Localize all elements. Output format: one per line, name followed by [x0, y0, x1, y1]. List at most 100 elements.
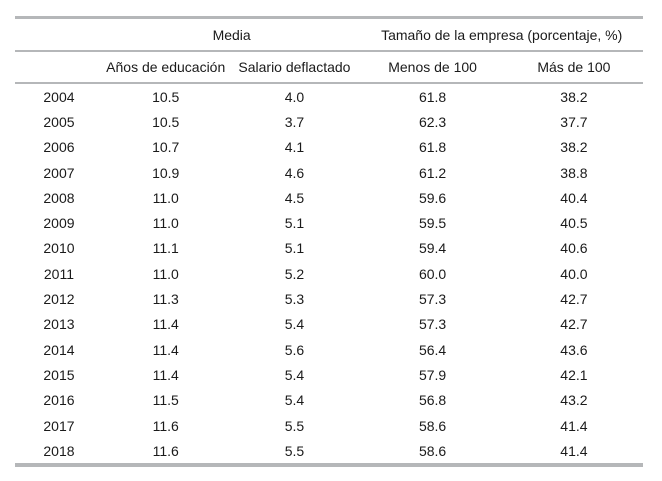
group-header-row: Media Tamaño de la empresa (porcentaje, …	[15, 17, 643, 52]
table-body: 2004 10.5 4.0 61.8 38.2 2005 10.5 3.7 62.3 37.7 20…	[15, 83, 643, 465]
cell-menos-de-100: 61.8	[418, 139, 447, 156]
cell-mas-de-100: 42.1	[560, 366, 588, 383]
row-year-label: 2015	[43, 366, 75, 383]
cell-mas-de-100: 37.7	[560, 113, 588, 130]
cell-menos-de-100: 61.8	[418, 88, 447, 105]
cell-menos-de-100: 56.8	[418, 392, 447, 409]
cell-salario-deflactado: 5.4	[284, 392, 305, 409]
cell-menos-de-100: 59.4	[418, 240, 447, 257]
cell-anos-educacion: 11.4	[152, 341, 179, 358]
row-year-label: 2013	[43, 316, 75, 333]
corner-cell	[15, 51, 103, 84]
cell-menos-de-100: 62.3	[418, 113, 447, 130]
row-year-label: 2006	[43, 139, 75, 156]
data-table-container: Media Tamaño de la empresa (porcentaje, …	[15, 16, 643, 468]
cell-mas-de-100: 38.2	[560, 139, 588, 156]
column-header-salario-deflactado: Salario deflactado	[228, 51, 361, 84]
cell-mas-de-100: 42.7	[560, 316, 588, 333]
cell-mas-de-100: 40.5	[560, 215, 588, 232]
table-row: 2015 11.4 5.4 57.9 42.1	[15, 362, 643, 387]
row-year-label: 2016	[43, 392, 75, 409]
cell-anos-educacion: 10.5	[152, 88, 180, 105]
table-row: 2007 10.9 4.6 61.2 38.8	[15, 160, 643, 185]
cell-salario-deflactado: 4.0	[284, 88, 305, 105]
cell-menos-de-100: 60.0	[418, 265, 447, 282]
cell-anos-educacion: 11.0	[152, 189, 179, 206]
group-header-media: Media	[102, 17, 361, 52]
column-header-mas-de-100: Más de 100	[504, 51, 643, 84]
group-header-tamano-empresa: Tamaño de la empresa (porcentaje, %)	[360, 17, 643, 52]
table-row: 2004 10.5 4.0 61.8 38.2	[15, 83, 643, 109]
cell-menos-de-100: 58.6	[418, 442, 447, 459]
cell-mas-de-100: 38.8	[560, 164, 588, 181]
cell-anos-educacion: 11.4	[152, 366, 179, 383]
cell-mas-de-100: 41.4	[560, 442, 588, 459]
row-year-label: 2012	[43, 291, 75, 308]
table-row: 2014 11.4 5.6 56.4 43.6	[15, 337, 643, 362]
cell-mas-de-100: 42.7	[560, 291, 588, 308]
cell-menos-de-100: 59.5	[418, 215, 447, 232]
cell-mas-de-100: 40.0	[560, 265, 588, 282]
cell-anos-educacion: 10.7	[152, 139, 180, 156]
cell-salario-deflactado: 5.6	[284, 341, 305, 358]
row-year-label: 2008	[43, 189, 75, 206]
data-table: Media Tamaño de la empresa (porcentaje, …	[15, 16, 643, 468]
cell-mas-de-100: 38.2	[560, 88, 588, 105]
row-year-label: 2005	[43, 113, 75, 130]
cell-salario-deflactado: 5.2	[284, 265, 305, 282]
column-header-menos-de-100: Menos de 100	[360, 51, 505, 84]
cell-salario-deflactado: 5.1	[284, 215, 305, 232]
cell-menos-de-100: 57.3	[418, 316, 447, 333]
cell-salario-deflactado: 5.5	[284, 417, 305, 434]
cell-mas-de-100: 41.4	[560, 417, 588, 434]
cell-salario-deflactado: 4.6	[284, 164, 305, 181]
row-year-label: 2018	[43, 442, 75, 459]
row-year-label: 2014	[43, 341, 75, 358]
cell-anos-educacion: 11.5	[152, 392, 179, 409]
cell-anos-educacion: 11.1	[152, 240, 179, 257]
row-year-label: 2009	[43, 215, 75, 232]
cell-mas-de-100: 40.4	[560, 189, 588, 206]
cell-menos-de-100: 61.2	[418, 164, 447, 181]
table-row: 2010 11.1 5.1 59.4 40.6	[15, 236, 643, 261]
cell-anos-educacion: 11.3	[152, 291, 179, 308]
cell-anos-educacion: 11.0	[152, 265, 179, 282]
cell-salario-deflactado: 5.1	[284, 240, 305, 257]
cell-anos-educacion: 10.5	[152, 113, 180, 130]
table-row: 2006 10.7 4.1 61.8 38.2	[15, 135, 643, 160]
table-row: 2008 11.0 4.5 59.6 40.4	[15, 185, 643, 210]
cell-anos-educacion: 11.6	[152, 417, 179, 434]
cell-mas-de-100: 43.6	[560, 341, 588, 358]
cell-salario-deflactado: 5.3	[284, 291, 305, 308]
table-row: 2016 11.5 5.4 56.8 43.2	[15, 388, 643, 413]
cell-anos-educacion: 11.0	[152, 215, 179, 232]
row-year-label: 2007	[43, 164, 75, 181]
cell-anos-educacion: 10.9	[152, 164, 180, 181]
cell-menos-de-100: 59.6	[418, 189, 447, 206]
cell-mas-de-100: 43.2	[560, 392, 588, 409]
cell-menos-de-100: 58.6	[418, 417, 447, 434]
column-header-row: Años de educación Salario deflactado Men…	[15, 51, 643, 84]
row-year-label: 2017	[43, 417, 75, 434]
table-row: 2011 11.0 5.2 60.0 40.0	[15, 261, 643, 286]
cell-salario-deflactado: 5.5	[284, 442, 305, 459]
cell-salario-deflactado: 4.5	[284, 189, 305, 206]
cell-mas-de-100: 40.6	[560, 240, 588, 257]
cell-menos-de-100: 56.4	[418, 341, 447, 358]
cell-menos-de-100: 57.9	[418, 366, 447, 383]
row-year-label: 2010	[43, 240, 75, 257]
row-year-label: 2004	[43, 88, 75, 105]
table-row: 2017 11.6 5.5 58.6 41.4	[15, 413, 643, 438]
cell-salario-deflactado: 5.4	[284, 316, 305, 333]
table-row: 2009 11.0 5.1 59.5 40.5	[15, 210, 643, 235]
cell-salario-deflactado: 5.4	[284, 366, 305, 383]
column-header-anos-educacion: Años de educación	[102, 51, 229, 84]
row-year-label: 2011	[43, 265, 74, 282]
table-row: 2005 10.5 3.7 62.3 37.7	[15, 109, 643, 134]
cell-salario-deflactado: 4.1	[284, 139, 305, 156]
table-row: 2013 11.4 5.4 57.3 42.7	[15, 312, 643, 337]
cell-anos-educacion: 11.4	[152, 316, 179, 333]
cell-menos-de-100: 57.3	[418, 291, 447, 308]
table-header: Media Tamaño de la empresa (porcentaje, …	[15, 17, 643, 84]
table-row: 2012 11.3 5.3 57.3 42.7	[15, 286, 643, 311]
